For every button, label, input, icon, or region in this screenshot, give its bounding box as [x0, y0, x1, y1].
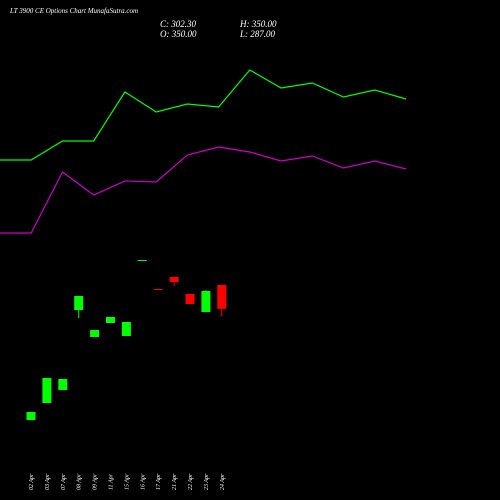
- candle-body: [26, 412, 36, 420]
- indicator-line: [0, 146, 407, 234]
- candle-body: [153, 289, 163, 290]
- candle-body: [58, 379, 68, 390]
- candle-body: [185, 294, 195, 304]
- candle-body: [90, 330, 100, 337]
- candle-body: [169, 277, 179, 282]
- high-label: H: 350.00: [239, 19, 277, 29]
- x-tick-label: 15 Apr: [124, 473, 130, 490]
- x-tick-label: 16 Apr: [140, 473, 146, 490]
- candle-body: [121, 322, 131, 336]
- x-tick-label: 02 Apr: [29, 473, 35, 490]
- candle-body: [42, 378, 52, 403]
- x-tick-label: 21 Apr: [172, 473, 178, 490]
- indicator-line: [0, 69, 407, 161]
- candle-body: [137, 260, 147, 261]
- candle-body: [106, 317, 115, 323]
- candle-body: [217, 285, 227, 309]
- candle-body: [201, 291, 211, 312]
- close-label: C: 302.30: [160, 19, 197, 29]
- x-tick-label: 03 Apr: [45, 473, 51, 490]
- x-tick-label: 22 Apr: [188, 473, 194, 490]
- open-label: O: 350.00: [160, 29, 197, 39]
- x-tick-label: 24 Apr: [219, 473, 226, 490]
- x-tick-label: 08 Apr: [77, 473, 83, 490]
- candle-body: [74, 296, 84, 310]
- low-label: L: 287.00: [239, 29, 276, 39]
- x-tick-label: 11 Apr: [109, 473, 115, 490]
- chart-title: LT 3900 CE Options Chart MunafaSutra.com: [9, 7, 138, 15]
- x-tick-label: 23 Apr: [204, 473, 210, 490]
- x-tick-label: 09 Apr: [93, 473, 99, 490]
- x-tick-label: 07 Apr: [61, 473, 67, 490]
- x-tick-label: 17 Apr: [156, 473, 162, 490]
